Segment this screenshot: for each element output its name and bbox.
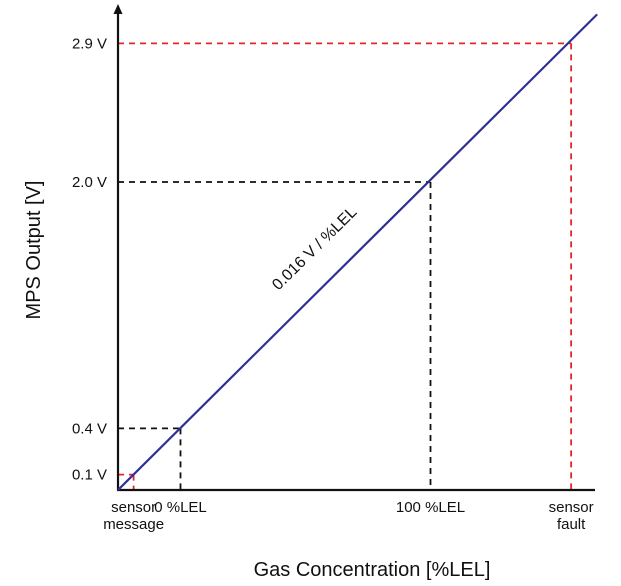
y-tick-label: 2.0 V (72, 174, 107, 191)
x-tick-label: 0 %LEL (154, 499, 207, 516)
x-tick-label: sensor message (103, 499, 164, 533)
y-axis-arrow-icon (113, 4, 123, 14)
y-tick-label: 2.9 V (72, 35, 107, 52)
x-tick-label-line: 0 %LEL (154, 499, 207, 516)
y-tick-label: 0.4 V (72, 420, 107, 437)
x-tick-label-line: sensor (111, 499, 156, 516)
x-axis-title: Gas Concentration [%LEL] (254, 559, 491, 581)
slope-label: 0.016 V / %LEL (269, 204, 360, 294)
y-axis-title: MPS Output [V] (23, 181, 45, 320)
x-tick-label-line: message (103, 516, 164, 533)
x-tick-label: 100 %LEL (396, 499, 465, 516)
x-tick-label: sensor fault (549, 499, 594, 533)
series-line (117, 13, 598, 491)
x-tick-label-line: 100 %LEL (396, 499, 465, 516)
x-tick-label-line: fault (557, 516, 586, 533)
reference-guides (118, 42, 573, 490)
x-tick-label-line: sensor (549, 499, 594, 516)
y-tick-label: 0.1 V (72, 467, 107, 484)
